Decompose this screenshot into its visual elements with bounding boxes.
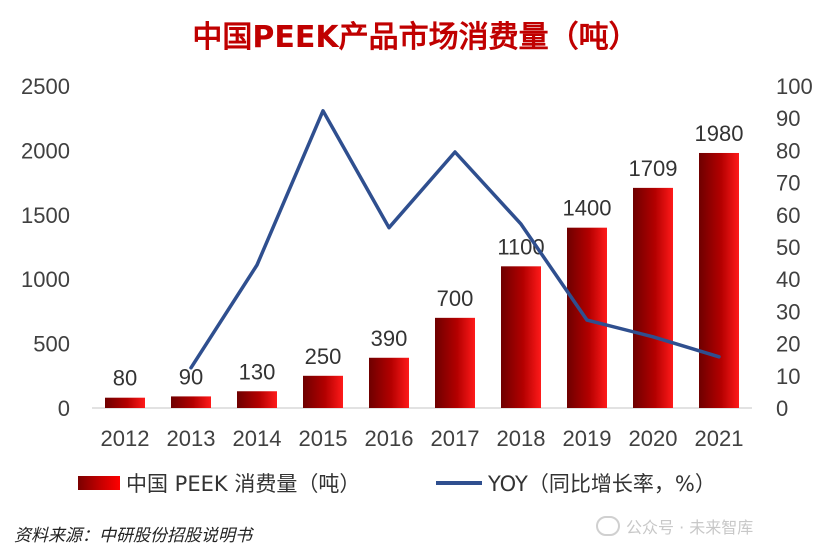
right-tick-label: 0 bbox=[776, 396, 788, 421]
x-tick-label: 2020 bbox=[629, 426, 678, 451]
left-tick-label: 2500 bbox=[21, 74, 70, 99]
x-axis-ticks: 2012 2013 2014 2015 2016 2017 2018 2019 2020 2021 bbox=[101, 426, 744, 451]
bar-value-label: 390 bbox=[371, 326, 408, 351]
legend-item-consumption: 中国 PEEK 消费量（吨） bbox=[78, 468, 360, 498]
bar-2012 bbox=[105, 397, 145, 408]
x-tick-label: 2014 bbox=[233, 426, 282, 451]
right-tick-label: 20 bbox=[776, 332, 800, 357]
bar-2021 bbox=[699, 152, 739, 408]
x-tick-label: 2021 bbox=[695, 426, 744, 451]
legend-bar-swatch bbox=[78, 476, 120, 490]
right-tick-label: 100 bbox=[776, 74, 813, 99]
bar-2016 bbox=[369, 357, 409, 408]
x-tick-label: 2013 bbox=[167, 426, 216, 451]
wechat-icon bbox=[596, 516, 620, 536]
x-tick-label: 2012 bbox=[101, 426, 150, 451]
bar-2018 bbox=[501, 266, 541, 408]
right-tick-label: 90 bbox=[776, 106, 800, 131]
chart-plot: 0 500 1000 1500 2000 2500 0 10 20 30 40 50 60 70 80 90… bbox=[21, 74, 813, 451]
right-tick-label: 70 bbox=[776, 171, 800, 196]
watermark-text: 公众号 · 未来智库 bbox=[626, 518, 754, 537]
legend-item-yoy: YOY（同比增长率，%） bbox=[436, 468, 716, 498]
watermark: 公众号 · 未来智库 bbox=[596, 514, 753, 538]
left-tick-label: 500 bbox=[33, 332, 70, 357]
legend: 中国 PEEK 消费量（吨） YOY（同比增长率，%） bbox=[0, 468, 831, 502]
bar-value-label: 1709 bbox=[629, 156, 678, 181]
bar-2017 bbox=[435, 317, 475, 408]
bar-value-label: 700 bbox=[437, 286, 474, 311]
bar-2013 bbox=[171, 396, 211, 408]
legend-label-yoy: YOY（同比增长率，%） bbox=[488, 472, 716, 496]
bar-2015 bbox=[303, 375, 343, 408]
source-note: 资料来源：中研股份招股说明书 bbox=[14, 526, 252, 546]
x-tick-label: 2017 bbox=[431, 426, 480, 451]
yoy-line-series bbox=[189, 109, 721, 370]
bar-value-label: 1400 bbox=[563, 196, 612, 221]
yoy-line bbox=[189, 109, 721, 370]
right-axis-ticks: 0 10 20 30 40 50 60 70 80 90 100 bbox=[776, 74, 813, 421]
x-tick-label: 2016 bbox=[365, 426, 414, 451]
bar-value-label: 1980 bbox=[695, 121, 744, 146]
left-tick-label: 2000 bbox=[21, 138, 70, 163]
x-tick-label: 2018 bbox=[497, 426, 546, 451]
left-axis-ticks: 0 500 1000 1500 2000 2500 bbox=[21, 74, 70, 421]
chart-title: 中国PEEK产品市场消费量（吨） bbox=[192, 20, 639, 55]
right-tick-label: 50 bbox=[776, 235, 800, 260]
x-tick-label: 2019 bbox=[563, 426, 612, 451]
bar-value-label: 80 bbox=[113, 366, 137, 391]
left-tick-label: 1000 bbox=[21, 267, 70, 292]
legend-label-consumption: 中国 PEEK 消费量（吨） bbox=[126, 472, 361, 496]
right-tick-label: 10 bbox=[776, 364, 800, 389]
right-tick-label: 30 bbox=[776, 299, 800, 324]
left-tick-label: 0 bbox=[58, 396, 70, 421]
bar-2020 bbox=[633, 187, 673, 408]
legend-line-swatch bbox=[436, 481, 482, 485]
bar-2014 bbox=[237, 391, 277, 408]
bar-value-label: 250 bbox=[305, 344, 342, 369]
bar-series bbox=[105, 152, 739, 408]
right-tick-label: 40 bbox=[776, 267, 800, 292]
bar-value-label: 130 bbox=[239, 359, 276, 384]
right-tick-label: 80 bbox=[776, 138, 800, 163]
left-tick-label: 1500 bbox=[21, 203, 70, 228]
x-tick-label: 2015 bbox=[299, 426, 348, 451]
right-tick-label: 60 bbox=[776, 203, 800, 228]
